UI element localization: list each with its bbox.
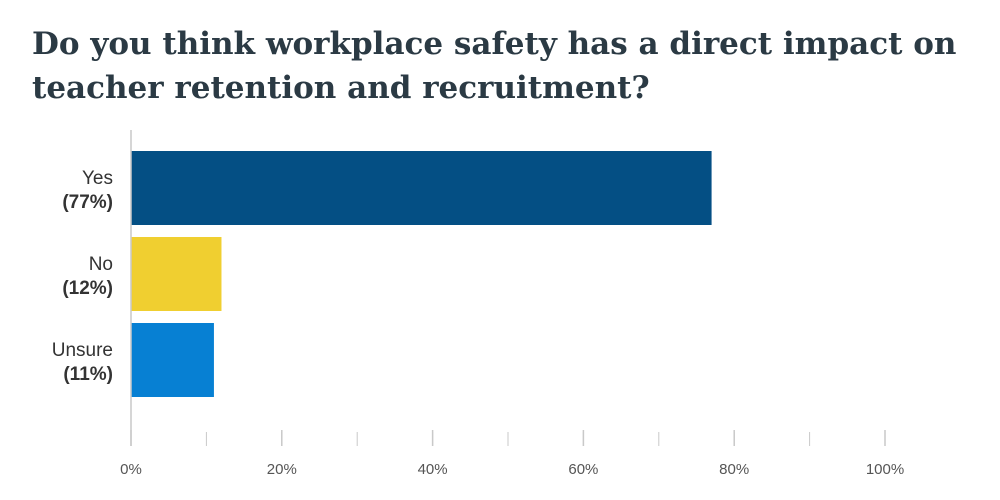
category-percent-unsure: (11%) (63, 364, 113, 385)
x-tick-label: 60% (568, 461, 598, 478)
category-percent-yes: (77%) (62, 192, 113, 213)
category-label-unsure: Unsure (52, 340, 113, 361)
x-tick-label: 100% (866, 461, 904, 478)
bar-yes (131, 151, 712, 225)
bar-unsure (131, 323, 214, 397)
bar-no (131, 237, 222, 311)
category-label-yes: Yes (82, 168, 113, 189)
x-tick-label: 20% (267, 461, 297, 478)
category-percent-no: (12%) (62, 278, 113, 299)
x-tick-label: 80% (719, 461, 749, 478)
chart-title: Do you think workplace safety has a dire… (32, 26, 957, 106)
x-tick-label: 0% (120, 461, 142, 478)
x-tick-label: 40% (418, 461, 448, 478)
category-label-no: No (89, 254, 113, 275)
